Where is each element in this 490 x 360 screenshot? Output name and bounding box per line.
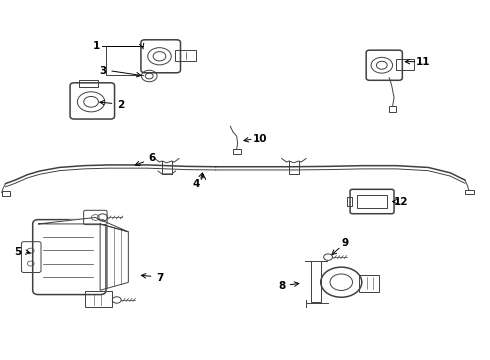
Text: 7: 7 [156,273,163,283]
Text: 6: 6 [148,153,156,163]
Bar [389,107,396,112]
Text: 5: 5 [14,247,22,257]
Bar [233,149,241,154]
Text: 3: 3 [99,66,107,76]
Text: 8: 8 [278,281,285,291]
Bar [357,195,387,208]
Polygon shape [39,217,128,232]
Bar [1,192,10,196]
Text: 9: 9 [342,238,349,248]
Text: 4: 4 [193,179,200,189]
Text: 11: 11 [416,57,431,67]
Bar [346,197,352,206]
Text: 2: 2 [117,100,124,110]
Text: 1: 1 [92,41,99,51]
Text: 12: 12 [394,197,409,207]
Text: 10: 10 [252,134,267,144]
Bar [465,190,474,194]
